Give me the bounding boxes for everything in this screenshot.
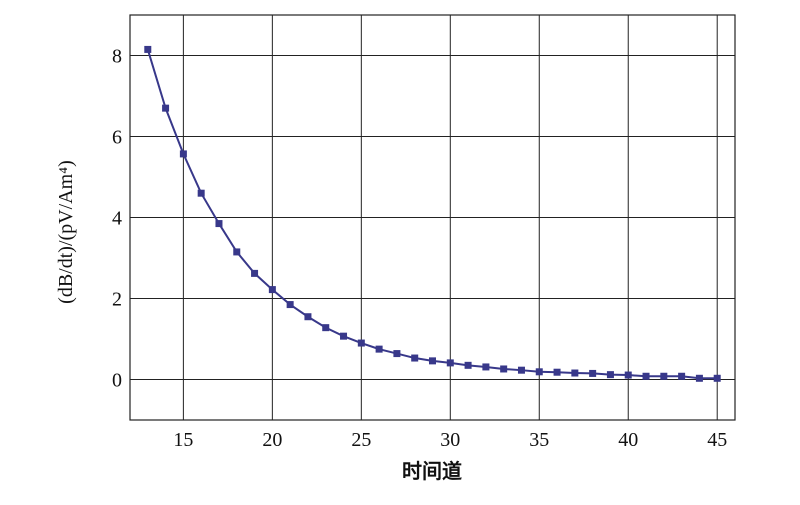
point-marker — [162, 104, 170, 112]
point-marker — [357, 339, 365, 347]
point-marker — [553, 368, 561, 376]
point-marker — [215, 220, 223, 228]
x-axis-label: 时间道 — [402, 459, 462, 483]
x-tick-label: 45 — [707, 429, 727, 451]
point-marker — [695, 374, 703, 382]
y-tick-label: 8 — [112, 46, 122, 68]
point-marker — [375, 345, 383, 353]
point-marker — [464, 361, 472, 369]
x-tick-label: 20 — [262, 429, 282, 451]
y-tick-label: 0 — [112, 370, 122, 392]
point-marker — [322, 324, 330, 332]
y-tick-label: 2 — [112, 289, 122, 311]
point-marker — [500, 365, 508, 373]
point-marker — [713, 374, 721, 382]
point-marker — [517, 366, 525, 374]
x-tick-label: 30 — [440, 429, 460, 451]
x-tick-label: 25 — [351, 429, 371, 451]
point-marker — [411, 354, 419, 362]
y-axis-label: (dB/dt)/(pV/Am⁴) — [55, 160, 77, 304]
x-tick-label: 15 — [173, 429, 193, 451]
point-marker — [144, 45, 152, 53]
point-marker — [233, 248, 241, 256]
point-marker — [624, 371, 632, 379]
point-marker — [179, 150, 187, 158]
point-marker — [197, 189, 205, 197]
point-marker — [251, 269, 259, 277]
point-marker — [678, 372, 686, 380]
point-marker — [304, 313, 312, 321]
point-marker — [571, 369, 579, 377]
y-tick-label: 6 — [112, 127, 122, 149]
point-marker — [340, 332, 348, 340]
point-marker — [535, 368, 543, 376]
point-marker — [660, 372, 668, 380]
point-marker — [268, 286, 276, 294]
point-marker — [589, 369, 597, 377]
point-marker — [286, 301, 294, 309]
point-marker — [482, 363, 490, 371]
x-tick-label: 40 — [618, 429, 638, 451]
point-marker — [429, 357, 436, 365]
series-line — [146, 49, 718, 380]
y-tick-label: 4 — [112, 208, 122, 230]
point-marker — [606, 371, 614, 379]
x-tick-label: 35 — [529, 429, 549, 451]
point-marker — [446, 359, 454, 367]
point-marker — [642, 372, 650, 380]
point-marker — [393, 350, 401, 358]
